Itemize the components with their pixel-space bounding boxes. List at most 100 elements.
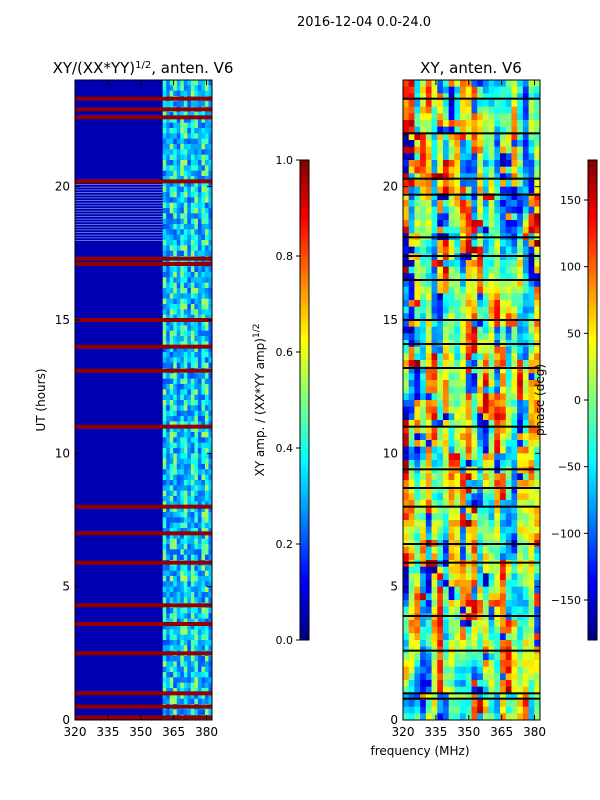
heatmap1-cell: [187, 282, 192, 289]
heatmap2-cell: [522, 286, 530, 294]
heatmap1-cell: [162, 666, 167, 673]
heatmap2-cell: [442, 133, 450, 141]
heatmap1-cell: [169, 522, 174, 529]
heatmap1-cell: [180, 224, 185, 230]
heatmap1-cell: [180, 117, 185, 124]
shared-xlabel: frequency (MHz): [370, 744, 469, 758]
heatmap2-cell: [414, 366, 421, 374]
heatmap1-cell: [201, 176, 206, 182]
heatmap2-black-row: [403, 487, 540, 489]
heatmap2-cell: [448, 126, 455, 134]
heatmap2-cell: [500, 360, 507, 368]
heatmap2-cell: [460, 313, 467, 321]
heatmap2-cell: [482, 306, 490, 314]
heatmap1-cell: [166, 416, 171, 422]
heatmap1-cell: [166, 496, 171, 502]
heatmap2-cell: [414, 213, 421, 221]
heatmap1-cell: [166, 341, 171, 348]
heatmap1-cell: [162, 282, 167, 289]
heatmap2-cell: [477, 373, 484, 381]
heatmap2-cell: [442, 606, 450, 614]
heatmap2-cell: [482, 586, 490, 594]
heatmap1-cell: [173, 677, 178, 684]
heatmap2-cell: [465, 346, 472, 354]
heatmap1-cell: [169, 122, 174, 129]
heatmap1-cell: [208, 517, 212, 524]
heatmap2-cell: [403, 260, 410, 268]
heatmap1-cell: [190, 234, 195, 241]
heatmap2-cell: [511, 593, 518, 601]
heatmap1-faint-row: [75, 197, 163, 199]
heatmap1-cell: [208, 144, 212, 150]
heatmap1-cell: [204, 293, 209, 300]
heatmap2-cell: [465, 313, 472, 321]
heatmap1-cell: [187, 122, 192, 129]
heatmap2-cell: [505, 280, 512, 288]
heatmap2-cell: [528, 620, 535, 628]
heatmap2-cell: [477, 673, 484, 681]
heatmap1-cell: [176, 426, 181, 433]
heatmap1-cell: [180, 496, 185, 502]
heatmap1-cell: [166, 170, 171, 177]
heatmap1-cell: [208, 266, 212, 273]
heatmap2-black-row: [403, 468, 540, 471]
heatmap2-cell: [471, 686, 478, 694]
heatmap1-cell: [208, 320, 212, 326]
heatmap2-cell: [442, 140, 450, 148]
heatmap2-cell: [460, 700, 467, 708]
heatmap2-cell: [437, 353, 444, 361]
heatmap2-cell: [408, 246, 415, 254]
heatmap2-cell: [511, 606, 518, 614]
heatmap1-cell: [162, 496, 167, 502]
heatmap1-cell: [204, 512, 209, 518]
heatmap2-cell: [517, 320, 524, 328]
heatmap2-cell: [471, 666, 478, 674]
panel2-ytick-label: 20: [383, 180, 398, 194]
heatmap1-cell: [208, 432, 212, 438]
heatmap2-cell: [431, 100, 438, 108]
heatmap2-cell: [442, 153, 450, 161]
heatmap1-cell: [190, 698, 195, 705]
heatmap2-cell: [488, 460, 495, 468]
heatmap2-cell: [442, 346, 450, 354]
heatmap1-cell: [173, 309, 178, 316]
heatmap2-cell: [534, 386, 540, 394]
heatmap1-cell: [166, 293, 171, 300]
heatmap2-cell: [454, 213, 461, 221]
heatmap2-cell: [511, 326, 518, 334]
heatmap1-cell: [173, 682, 178, 689]
heatmap2-cell: [448, 360, 455, 368]
heatmap2-cell: [403, 280, 410, 288]
heatmap2-cell: [448, 373, 455, 381]
heatmap1-cell: [162, 400, 167, 406]
heatmap2-cell: [414, 93, 421, 101]
heatmap1-faint-row: [75, 226, 163, 228]
heatmap1-cell: [208, 586, 212, 593]
heatmap1-cell: [183, 597, 188, 604]
heatmap2-cell: [494, 660, 501, 668]
heatmap2-cell: [454, 533, 461, 541]
heatmap2-cell: [414, 640, 421, 648]
heatmap2-cell: [494, 500, 501, 508]
heatmap1-cell: [201, 101, 206, 108]
heatmap2-cell: [528, 413, 535, 421]
heatmap2-cell: [442, 313, 450, 321]
heatmap2-cell: [528, 426, 535, 434]
heatmap2-cell: [420, 653, 427, 661]
heatmap2-cell: [505, 680, 512, 688]
heatmap2-cell: [494, 166, 501, 174]
heatmap2-cell: [471, 140, 478, 148]
heatmap2-cell: [488, 386, 495, 394]
heatmap1-cell: [201, 373, 206, 380]
heatmap2-cell: [517, 80, 524, 88]
heatmap2-cell: [442, 220, 450, 228]
heatmap2-cell: [528, 266, 535, 274]
heatmap2-cell: [522, 493, 530, 501]
heatmap2-cell: [471, 113, 478, 121]
heatmap1-faint-row: [75, 218, 163, 220]
heatmap2-cell: [488, 446, 495, 454]
heatmap2-cell: [500, 146, 507, 154]
heatmap1-cell: [194, 250, 199, 257]
heatmap2-cell: [534, 193, 540, 201]
